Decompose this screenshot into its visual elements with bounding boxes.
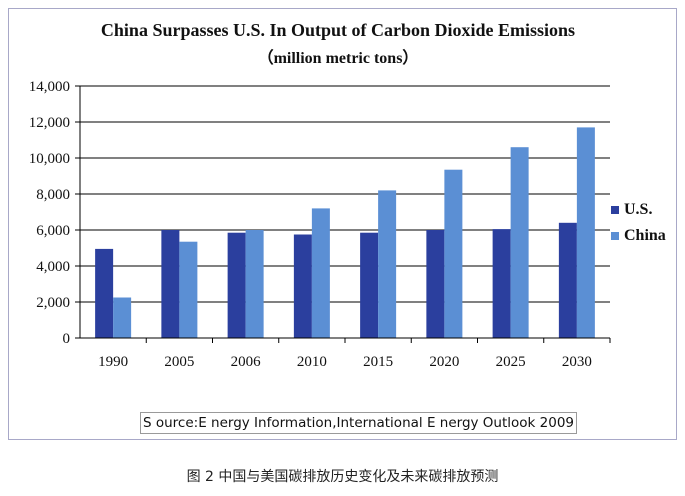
bar-us-2015: [360, 232, 379, 338]
y-tick-label: 8,000: [36, 187, 70, 203]
bar-china-2025: [510, 147, 529, 338]
x-tick-label: 2025: [496, 354, 526, 370]
x-tick-label: 2020: [429, 354, 459, 370]
bar-china-2020: [444, 169, 463, 338]
y-tick-label: 10,000: [29, 151, 70, 167]
x-tick-label: 2015: [363, 354, 393, 370]
bar-china-2015: [378, 190, 397, 338]
y-tick-label: 0: [63, 331, 71, 347]
legend-swatch: [611, 206, 619, 214]
legend-label: U.S.: [624, 201, 652, 218]
bar-china-2006: [245, 230, 264, 338]
bar-us-2005: [161, 230, 180, 338]
x-tick-label: 1990: [98, 354, 128, 370]
y-tick-label: 4,000: [36, 259, 70, 275]
chart: China Surpasses U.S. In Output of Carbon…: [29, 20, 666, 370]
y-tick-label: 12,000: [29, 115, 70, 131]
bar-china-1990: [113, 297, 132, 338]
x-tick-label: 2005: [164, 354, 194, 370]
y-tick-label: 6,000: [36, 223, 70, 239]
y-tick-label: 2,000: [36, 295, 70, 311]
legend-label: China: [624, 227, 666, 244]
bar-us-2025: [492, 229, 511, 338]
bar-us-2010: [293, 234, 312, 338]
y-tick-label: 14,000: [29, 79, 70, 95]
chart-subtitle: （million metric tons）: [258, 49, 419, 67]
bar-us-1990: [95, 248, 114, 338]
bar-us-2020: [426, 230, 445, 338]
x-tick-label: 2010: [297, 354, 327, 370]
figure-caption: 图 2 中国与美国碳排放历史变化及未来碳排放预测: [186, 469, 499, 485]
chart-title: China Surpasses U.S. In Output of Carbon…: [101, 20, 575, 40]
bar-us-2006: [227, 232, 246, 338]
x-tick-label: 2030: [562, 354, 592, 370]
source-note: S ource:E nergy Information,Internationa…: [140, 412, 577, 434]
legend-swatch: [611, 232, 619, 240]
bar-china-2010: [311, 208, 330, 338]
bar-us-2030: [558, 222, 577, 338]
bar-china-2030: [576, 127, 595, 339]
x-tick-label: 2006: [231, 354, 262, 370]
bar-china-2005: [179, 241, 198, 338]
